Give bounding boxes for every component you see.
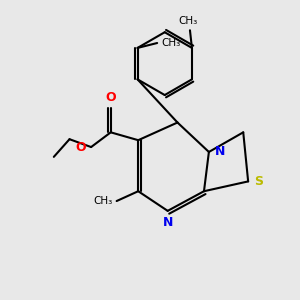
Text: CH₃: CH₃: [161, 38, 180, 48]
Text: O: O: [76, 141, 86, 154]
Text: CH₃: CH₃: [94, 196, 113, 206]
Text: N: N: [215, 146, 225, 158]
Text: N: N: [163, 216, 173, 229]
Text: S: S: [254, 175, 263, 188]
Text: O: O: [105, 91, 116, 104]
Text: CH₃: CH₃: [178, 16, 198, 26]
